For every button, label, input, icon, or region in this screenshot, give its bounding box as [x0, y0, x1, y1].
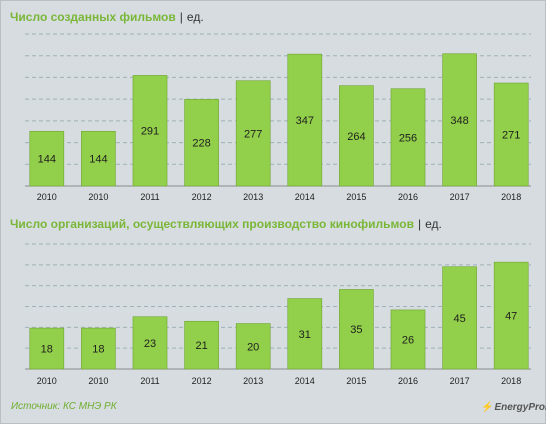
bar	[235, 323, 271, 370]
bar	[29, 130, 65, 187]
bar	[287, 53, 323, 187]
data-label: 347	[296, 115, 314, 127]
bar	[81, 327, 116, 370]
data-label: 264	[347, 131, 365, 143]
bar	[29, 327, 65, 370]
chart-2-title: Число организаций, осуществляющих произв…	[10, 217, 442, 231]
chart-1-title: Число созданных фильмов | ед.	[10, 10, 204, 24]
data-label: 291	[141, 126, 159, 138]
data-label: 348	[450, 115, 468, 127]
data-label: 21	[195, 340, 207, 352]
x-tick-label: 2012	[192, 376, 212, 386]
data-label: 18	[41, 344, 53, 356]
bar	[287, 298, 323, 370]
bar	[184, 99, 219, 187]
data-label: 26	[402, 334, 414, 346]
bar	[493, 82, 529, 187]
x-tick-label: 2010	[88, 192, 108, 202]
bar	[339, 289, 374, 370]
bar	[442, 266, 477, 370]
x-tick-label: 2017	[450, 192, 470, 202]
chart-2-title-text: Число организаций, осуществляющих произв…	[10, 217, 414, 231]
x-tick-label: 2015	[346, 192, 366, 202]
data-label: 31	[299, 329, 311, 341]
bar	[81, 130, 116, 187]
data-label: 144	[89, 154, 107, 166]
x-tick-label: 2010	[37, 192, 57, 202]
x-tick-label: 2018	[501, 192, 521, 202]
bar	[132, 316, 168, 370]
x-tick-label: 2011	[140, 192, 159, 202]
x-tick-label: 2014	[295, 192, 315, 202]
chart-1-title-text: Число созданных фильмов	[10, 10, 176, 24]
data-label: 144	[38, 154, 56, 166]
x-tick-label: 2016	[398, 192, 418, 202]
x-tick-label: 2010	[88, 376, 108, 386]
bar	[235, 80, 271, 187]
x-tick-label: 2010	[37, 376, 57, 386]
data-label: 20	[247, 341, 259, 353]
source-note: Источник: КС МНЭ РК	[11, 401, 117, 412]
chart-2-unit: ед.	[425, 217, 442, 231]
bar	[493, 261, 529, 370]
x-tick-label: 2017	[450, 376, 470, 386]
x-tick-label: 2014	[295, 376, 315, 386]
x-tick-label: 2013	[243, 192, 263, 202]
data-label: 277	[244, 128, 262, 140]
data-label: 256	[399, 132, 417, 144]
chart-1-unit: ед.	[186, 10, 204, 24]
data-label: 18	[92, 344, 104, 356]
x-tick-label: 2016	[398, 376, 418, 386]
data-label: 45	[453, 313, 465, 325]
data-label: 35	[350, 324, 362, 336]
logo-bolt-icon: ⚡	[481, 402, 494, 413]
data-label: 228	[192, 138, 210, 150]
x-tick-label: 2012	[192, 192, 212, 202]
bar	[390, 88, 426, 187]
charts-canvas: 144 2010 144 2010 291 2011 228 2012 277 2013 347 20…	[25, 33, 531, 386]
data-label: 271	[502, 130, 520, 142]
data-label: 23	[144, 338, 156, 350]
x-tick-label: 2011	[140, 376, 159, 386]
x-tick-label: 2013	[243, 376, 263, 386]
bar	[132, 75, 168, 187]
bar	[339, 85, 374, 187]
x-tick-label: 2015	[346, 376, 366, 386]
x-tick-label: 2018	[501, 376, 521, 386]
bar	[184, 320, 219, 370]
logo-text: EnergyProm	[494, 402, 546, 413]
data-label: 47	[505, 311, 517, 323]
bar	[442, 53, 477, 187]
bar	[390, 309, 426, 370]
title-separator: |	[179, 10, 183, 24]
energyprom-logo: ⚡EnergyProm	[481, 402, 546, 413]
title-separator: |	[417, 217, 422, 231]
